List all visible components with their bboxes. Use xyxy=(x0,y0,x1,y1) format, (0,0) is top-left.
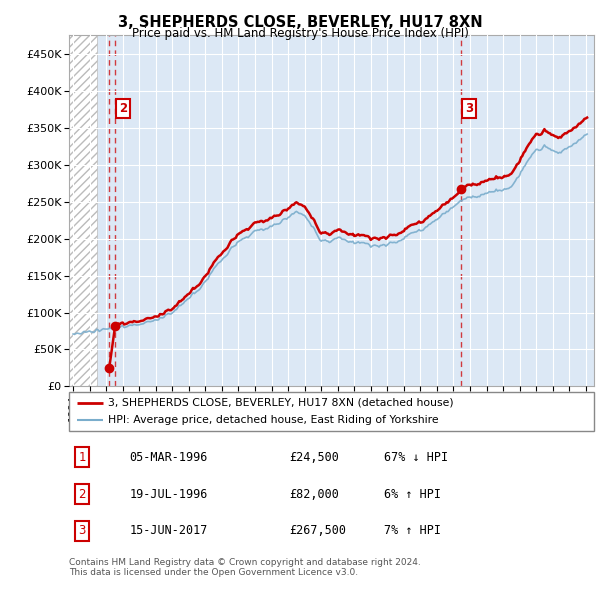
Text: £82,000: £82,000 xyxy=(290,487,340,501)
Text: 05-MAR-1996: 05-MAR-1996 xyxy=(130,451,208,464)
Text: 3: 3 xyxy=(465,102,473,115)
FancyBboxPatch shape xyxy=(69,392,594,431)
Text: £24,500: £24,500 xyxy=(290,451,340,464)
Text: 6% ↑ HPI: 6% ↑ HPI xyxy=(384,487,441,501)
Text: 2: 2 xyxy=(79,487,86,501)
Text: Contains HM Land Registry data © Crown copyright and database right 2024.
This d: Contains HM Land Registry data © Crown c… xyxy=(69,558,421,577)
Text: 1: 1 xyxy=(79,451,86,464)
Text: HPI: Average price, detached house, East Riding of Yorkshire: HPI: Average price, detached house, East… xyxy=(109,415,439,425)
Bar xyxy=(69,35,97,386)
Text: 3: 3 xyxy=(79,525,86,537)
Text: 19-JUL-1996: 19-JUL-1996 xyxy=(130,487,208,501)
Text: £267,500: £267,500 xyxy=(290,525,347,537)
Text: 7% ↑ HPI: 7% ↑ HPI xyxy=(384,525,441,537)
Text: 3, SHEPHERDS CLOSE, BEVERLEY, HU17 8XN: 3, SHEPHERDS CLOSE, BEVERLEY, HU17 8XN xyxy=(118,15,482,30)
Text: 2: 2 xyxy=(119,102,127,115)
Text: 15-JUN-2017: 15-JUN-2017 xyxy=(130,525,208,537)
Text: 3, SHEPHERDS CLOSE, BEVERLEY, HU17 8XN (detached house): 3, SHEPHERDS CLOSE, BEVERLEY, HU17 8XN (… xyxy=(109,398,454,408)
Text: 67% ↓ HPI: 67% ↓ HPI xyxy=(384,451,448,464)
Text: Price paid vs. HM Land Registry's House Price Index (HPI): Price paid vs. HM Land Registry's House … xyxy=(131,27,469,40)
